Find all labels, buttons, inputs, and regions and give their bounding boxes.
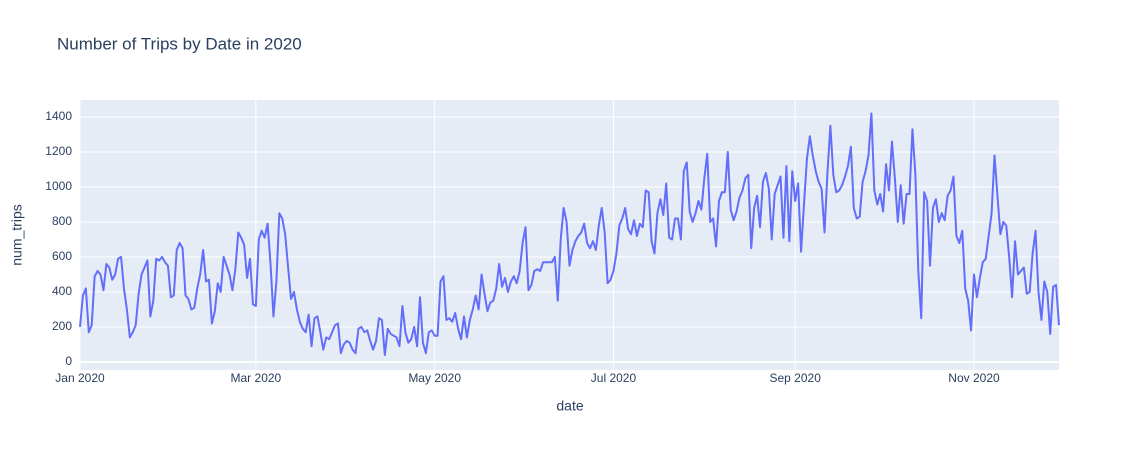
y-tick-label: 400 <box>52 284 72 298</box>
x-tick-label: Sep 2020 <box>770 371 822 385</box>
y-axis-title: num_trips <box>9 204 25 265</box>
x-axis-title: date <box>556 398 583 414</box>
y-tick-label: 800 <box>52 214 72 228</box>
y-tick-label: 200 <box>52 319 72 333</box>
y-tick-label: 1200 <box>45 144 72 158</box>
x-tick-label: May 2020 <box>408 371 461 385</box>
y-tick-label: 1000 <box>45 179 72 193</box>
chart-title: Number of Trips by Date in 2020 <box>57 34 302 53</box>
y-tick-label: 1400 <box>45 109 72 123</box>
plot-area <box>80 100 1059 370</box>
x-tick-label: Mar 2020 <box>231 371 282 385</box>
y-tick-label: 600 <box>52 249 72 263</box>
y-tick-label: 0 <box>65 354 72 368</box>
line-series <box>79 112 1060 356</box>
x-tick-label: Nov 2020 <box>948 371 1000 385</box>
x-tick-label: Jul 2020 <box>591 371 637 385</box>
x-tick-label: Jan 2020 <box>55 371 105 385</box>
